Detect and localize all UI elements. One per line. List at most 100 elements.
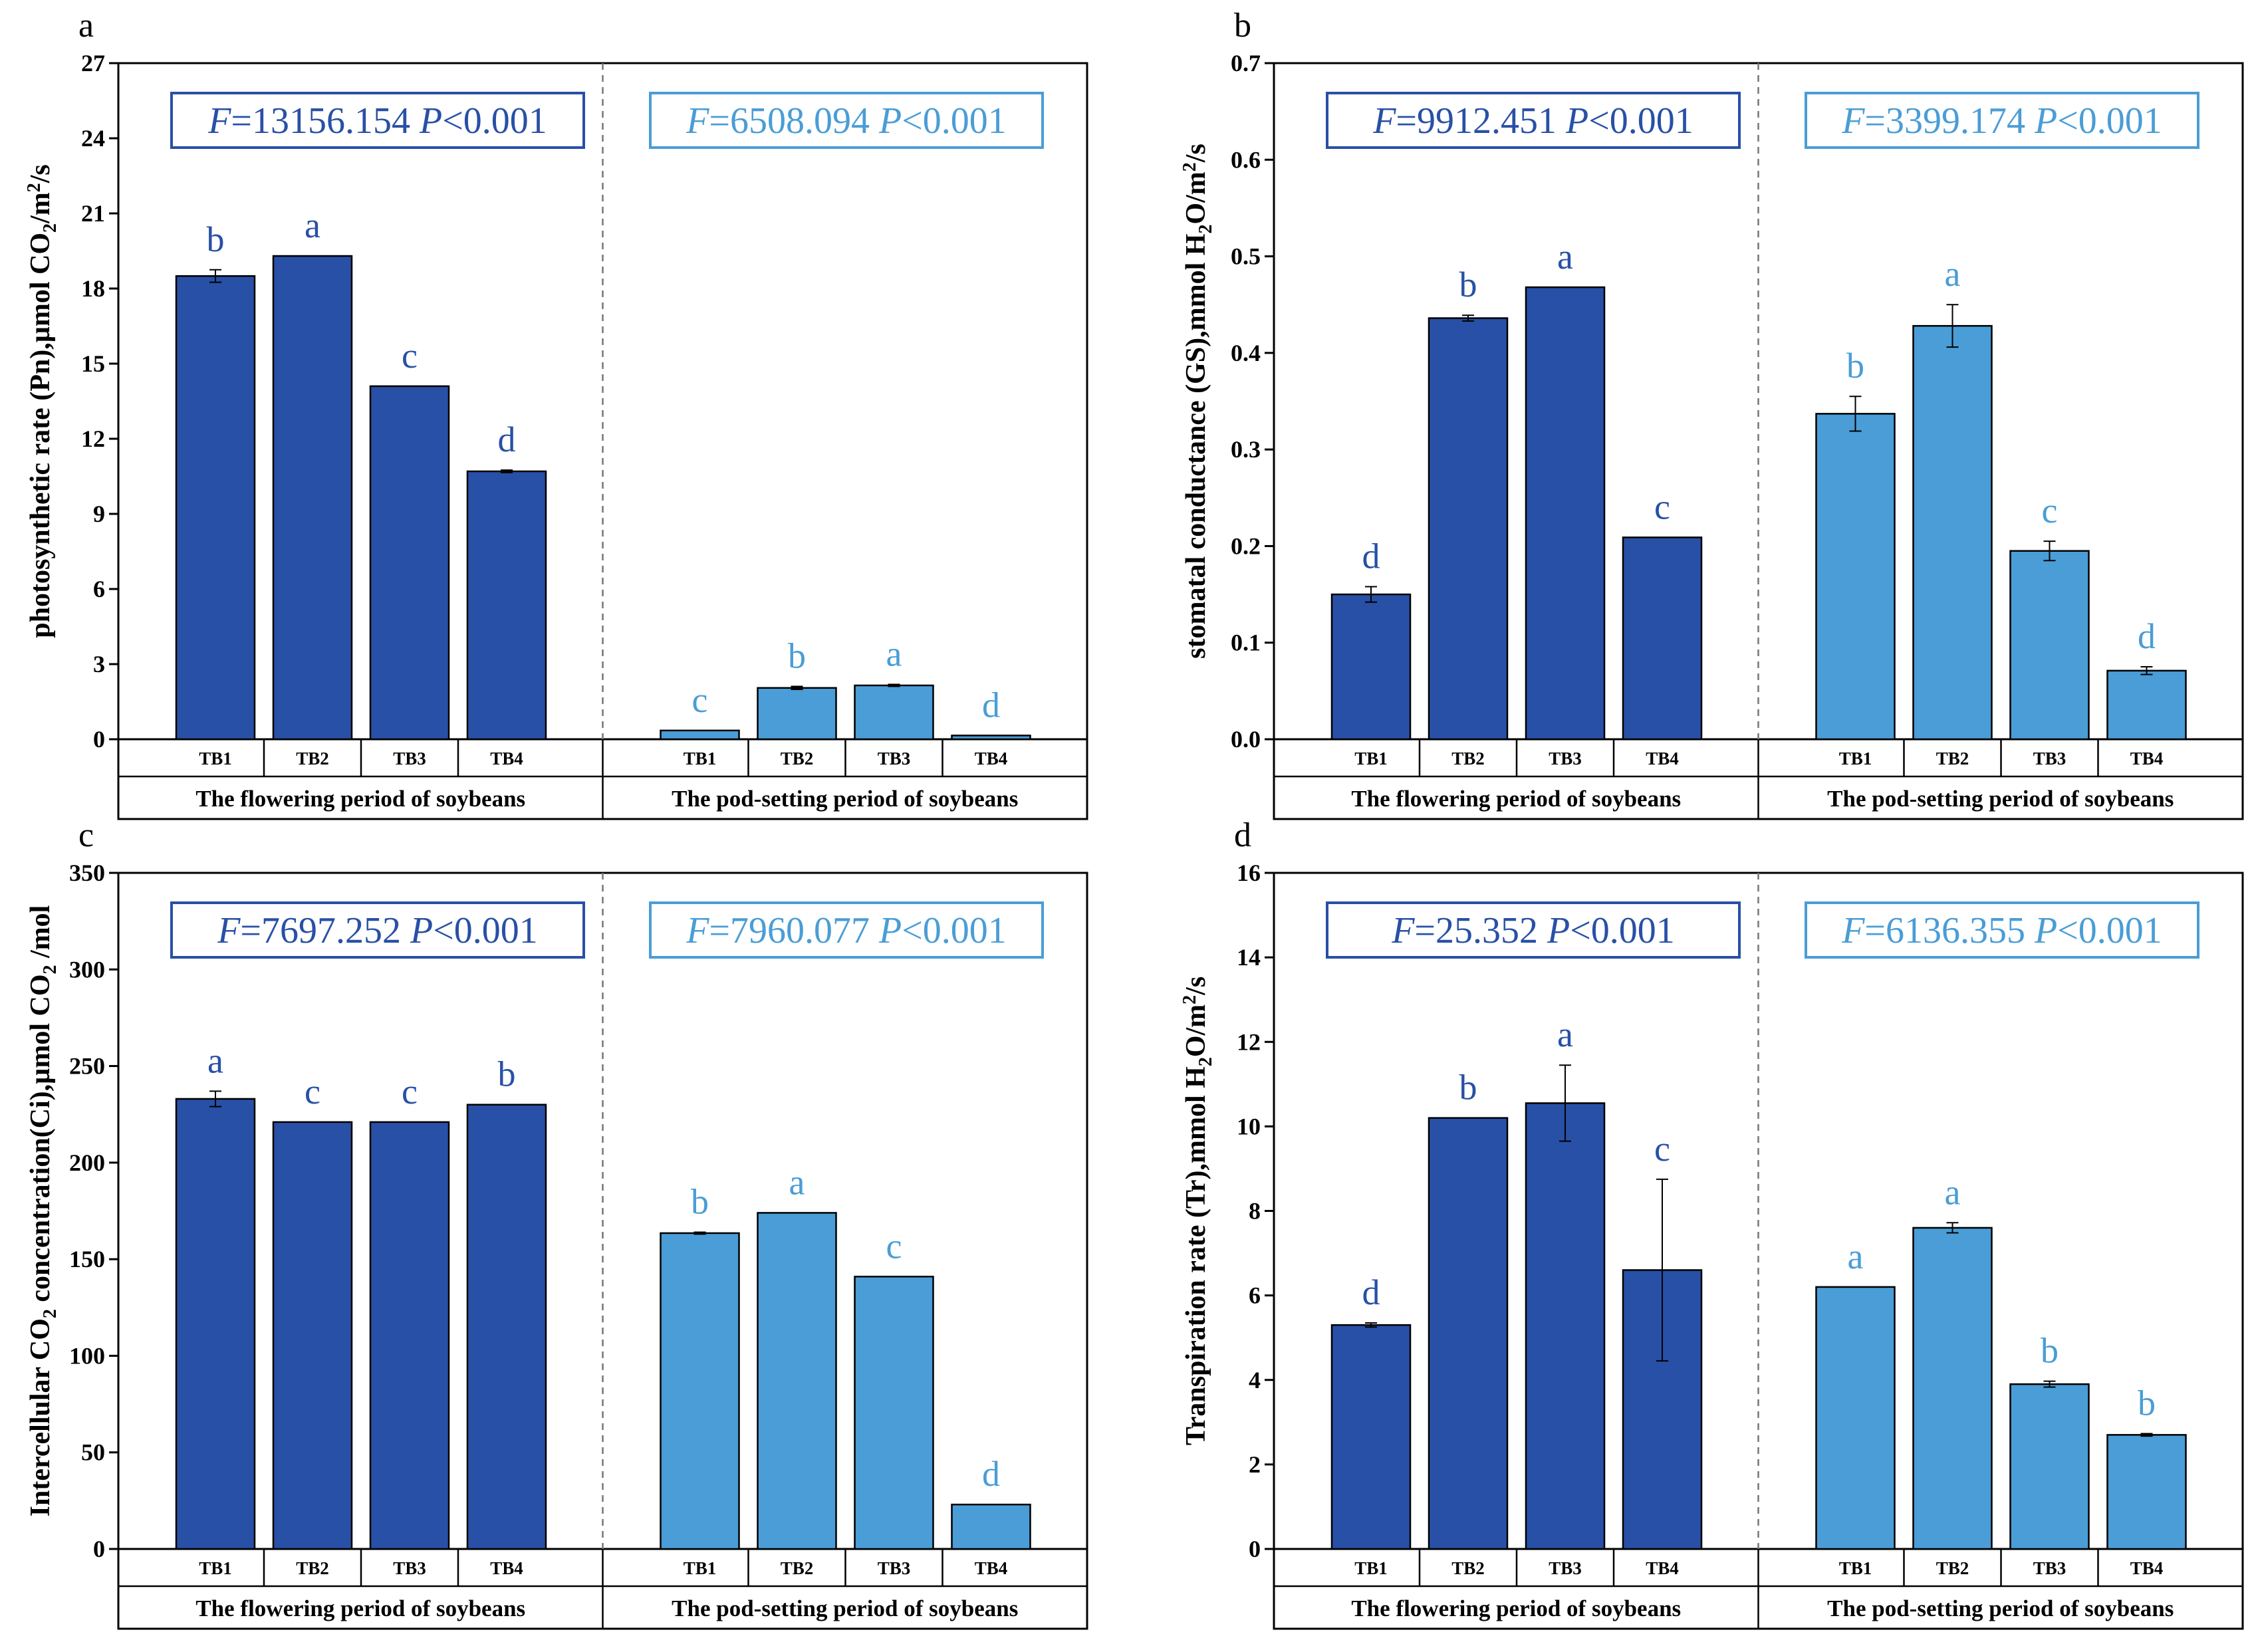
category-label: TB1 — [199, 749, 232, 768]
y-tick-label: 24 — [81, 125, 105, 152]
stat-text: F=7697.252 P<0.001 — [217, 910, 538, 951]
y-tick-label: 4 — [1249, 1367, 1261, 1393]
significance-letter: d — [982, 685, 1000, 725]
stat-text-part: P — [870, 100, 902, 142]
significance-letter: a — [1945, 254, 1961, 294]
y-axis-label-part: Transpiration rate (Tr),mmol H — [1181, 1066, 1211, 1445]
stat-text: F=3399.174 P<0.001 — [1841, 100, 2162, 142]
bar-tb2 — [1428, 1117, 1509, 1550]
bar-tb4 — [951, 735, 1031, 741]
bar-tb1 — [660, 1232, 740, 1550]
y-tick-label: 3 — [93, 651, 105, 677]
stat-text-part: P — [410, 100, 442, 142]
bar-tb2 — [757, 1212, 837, 1550]
category-label: TB2 — [296, 1558, 329, 1578]
stat-text: F=6136.355 P<0.001 — [1841, 910, 2162, 951]
y-axis-label-part: concentration(Ci),µmol CO — [25, 974, 56, 1309]
group-label: The flowering period of soybeans — [195, 786, 525, 812]
stat-box — [649, 901, 1044, 959]
stat-text-part: <0.001 — [1570, 910, 1675, 951]
significance-letter: a — [207, 1040, 223, 1080]
stat-text-part: P — [2025, 910, 2057, 951]
category-label: TB2 — [296, 749, 329, 768]
stat-text-part: <0.001 — [2057, 910, 2162, 951]
y-tick-label: 50 — [81, 1439, 105, 1466]
category-label: TB1 — [199, 1558, 232, 1578]
y-tick-label: 27 — [81, 50, 105, 76]
significance-letter: b — [1846, 346, 1864, 386]
y-tick-label: 9 — [93, 501, 105, 527]
category-label: TB2 — [1451, 749, 1485, 768]
category-label: TB1 — [684, 749, 717, 768]
group-label: The pod-setting period of soybeans — [1827, 786, 2174, 812]
significance-letter: c — [402, 336, 418, 376]
chart-panel-c: c 0 50 100 150 200 250 300 350 Intercellular CO2 … — [25, 816, 1088, 1630]
chart-panel-b: b 0.0 0.1 0.2 0.3 0.4 0.5 0.6 0.7 stomatal conduc… — [1180, 7, 2244, 820]
stat-text-part: F — [1391, 910, 1415, 951]
bar-tb3 — [2009, 550, 2090, 741]
y-tick-label: 8 — [1249, 1198, 1261, 1225]
chart-panel-a: a 0 3 6 9 12 15 18 21 24 27 photosynthetic rate (Pn… — [24, 7, 1088, 820]
significance-letter: b — [1459, 1068, 1477, 1108]
category-label: TB3 — [393, 1558, 426, 1578]
y-tick-label: 0.5 — [1231, 243, 1261, 270]
category-label: TB3 — [1549, 749, 1582, 768]
significance-letter: a — [1848, 1237, 1864, 1276]
y-tick-label: 300 — [69, 956, 105, 983]
stat-text-part: <0.001 — [2057, 100, 2162, 142]
stat-box — [1805, 92, 2199, 149]
group-label: The pod-setting period of soybeans — [672, 786, 1018, 812]
significance-letter: d — [2138, 616, 2156, 656]
bar-tb2 — [272, 255, 353, 741]
y-axis-label-part: /s — [25, 164, 56, 183]
y-tick-label: 6 — [93, 576, 105, 602]
stat-text-part: =13156.154 — [231, 100, 410, 142]
significance-letter: d — [498, 419, 516, 459]
category-label: TB3 — [1549, 1558, 1582, 1578]
significance-letter: b — [788, 636, 806, 676]
y-tick-label: 0.3 — [1231, 436, 1261, 463]
stat-text-part: P — [1557, 100, 1588, 142]
y-tick-label: 0.0 — [1231, 726, 1261, 753]
stat-text-part: =6508.094 — [709, 100, 870, 142]
y-axis-label-part: /mol — [25, 905, 56, 965]
stat-text-part: P — [870, 910, 902, 951]
bar-tb3 — [369, 1121, 450, 1550]
y-tick-label: 200 — [69, 1149, 105, 1176]
stat-text-part: F — [686, 910, 709, 951]
bar-tb1 — [1330, 1324, 1412, 1550]
stat-text: F=9912.451 P<0.001 — [1372, 100, 1693, 142]
y-axis-label: Transpiration rate (Tr),mmol H2O/m2/s — [1180, 977, 1216, 1445]
y-axis-label: photosynthetic rate (Pn),µmol CO2/m2/s — [24, 164, 61, 638]
group-label: The pod-setting period of soybeans — [672, 1595, 1018, 1621]
significance-letter: c — [886, 1226, 902, 1266]
y-axis-label-part: /s — [1181, 977, 1211, 996]
bar-tb4 — [951, 1503, 1031, 1550]
y-axis-label-part: 2 — [1180, 995, 1200, 1004]
significance-letter: c — [1654, 487, 1670, 527]
y-axis-label-part: stomatal conductance (GS),mmol H — [1181, 234, 1211, 659]
y-tick-label: 12 — [1237, 1028, 1261, 1055]
significance-letter: b — [2041, 1331, 2059, 1371]
category-label: TB4 — [1646, 1558, 1679, 1578]
significance-letter: c — [1654, 1129, 1670, 1169]
y-axis-label-part: 2 — [40, 223, 61, 233]
y-axis-label: stomatal conductance (GS),mmol H2O/m2/s — [1180, 144, 1216, 659]
stat-text-part: <0.001 — [902, 910, 1007, 951]
panel-letter: c — [78, 816, 94, 854]
panel-letter: b — [1234, 7, 1251, 45]
y-tick-label: 150 — [69, 1246, 105, 1272]
stat-text: F=13156.154 P<0.001 — [207, 100, 547, 142]
y-axis-label-part: /s — [1181, 144, 1211, 163]
y-tick-label: 18 — [81, 275, 105, 302]
y-tick-label: 0 — [93, 726, 105, 753]
y-tick-label: 0.4 — [1231, 340, 1261, 366]
y-tick-label: 10 — [1237, 1113, 1261, 1139]
bar-tb3 — [369, 385, 450, 741]
y-tick-label: 0 — [93, 1536, 105, 1562]
y-tick-label: 2 — [1249, 1451, 1261, 1478]
stat-box — [649, 92, 1044, 149]
category-label: TB3 — [2033, 1558, 2066, 1578]
y-tick-label: 0.6 — [1231, 146, 1261, 173]
